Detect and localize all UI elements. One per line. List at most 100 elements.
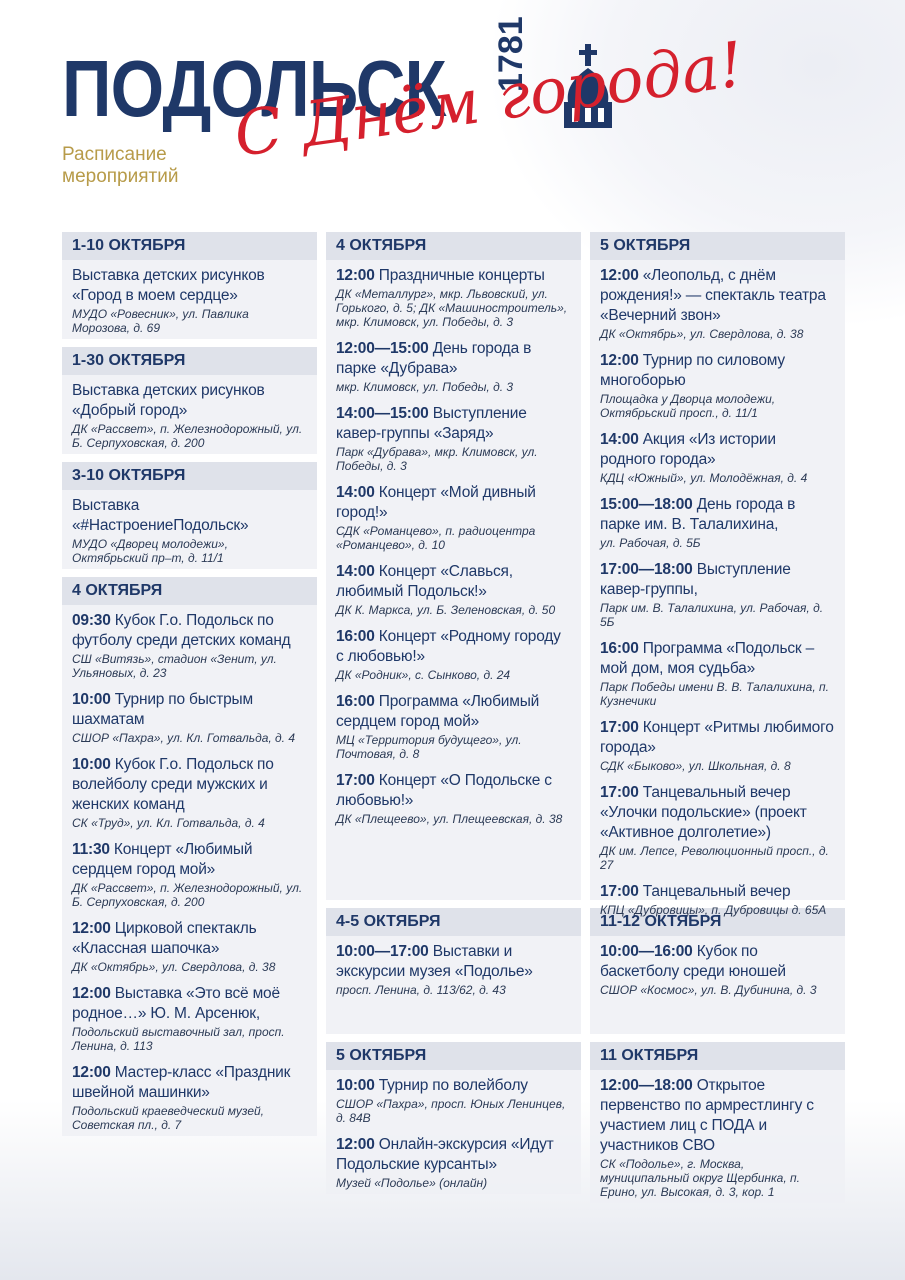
event: 11:30 Концерт «Любимый сердцем город мой… [62, 834, 317, 913]
event-place: ул. Рабочая, д. 5Б [600, 536, 701, 550]
event-title: Праздничные концерты [378, 267, 545, 284]
event: 12:00 Мастер-класс «Праздник швейной маш… [62, 1057, 317, 1136]
event-line: 12:00 Цирковой спектакль «Классная шапоч… [72, 919, 307, 959]
day-section: 11-12 ОКТЯБРЯ 10:00—16:00 Кубок по баскет… [590, 908, 845, 1034]
event-place: ДК К. Маркса, ул. Б. Зеленовская, д. 50 [336, 603, 556, 617]
day-heading: 5 ОКТЯБРЯ [326, 1042, 581, 1070]
event-title: Выставка «Это всё моё родное…» Ю. М. Арс… [72, 985, 280, 1022]
day-heading: 4 ОКТЯБРЯ [326, 232, 581, 260]
event: 10:00 Турнир по быстрым шахматам СШОР «Па… [62, 684, 317, 749]
event: 17:00 Танцевальный вечер «Улочки подольс… [590, 777, 845, 876]
day-heading: 5 ОКТЯБРЯ [590, 232, 845, 260]
event-place: СШОР «Пахра», просп. Юных Ленинцев, д. 8… [336, 1097, 566, 1125]
event-time: 14:00 [336, 484, 375, 501]
event-time: 12:00—15:00 [336, 340, 429, 357]
column: 4 ОКТЯБРЯ 12:00 Праздничные концерты ДК «М… [326, 232, 581, 1202]
event-place: СШОР «Космос», ул. В. Дубинина, д. 3 [600, 983, 817, 997]
event-line: 10:00—16:00 Кубок по баскетболу среди юн… [600, 942, 835, 982]
event-place: ДК «Родник», с. Сынково, д. 24 [336, 668, 511, 682]
event-title: Онлайн-экскурсия «Идут Подольские курсан… [336, 1136, 554, 1173]
event-title: Концерт «Мой дивный город!» [336, 484, 536, 521]
event-time: 16:00 [600, 640, 639, 657]
day-heading: 4-5 ОКТЯБРЯ [326, 908, 581, 936]
event-place: СК «Подолье», г. Москва, муниципальный о… [600, 1157, 800, 1199]
event-title: Цирковой спектакль «Классная шапочка» [72, 920, 257, 957]
event-line: 10:00 Турнир по волейболу [336, 1076, 571, 1096]
event-place: Площадка у Дворца молодежи, Октябрьский … [600, 392, 776, 420]
event-place: ДК «Рассвет», п. Железнодорожный, ул. Б.… [72, 881, 303, 909]
event-line: 14:00 Концерт «Мой дивный город!» [336, 483, 571, 523]
event-line: 11:30 Концерт «Любимый сердцем город мой… [72, 840, 307, 880]
event-title: Выставка детских рисунков «Город в моем … [72, 267, 265, 304]
event-place: Парк Победы имени В. В. Талалихина, п. К… [600, 680, 829, 708]
event-time: 12:00—18:00 [600, 1077, 693, 1094]
event-line: 17:00 Танцевальный вечер [600, 882, 835, 902]
day-section: 1-30 ОКТЯБРЯ Выставка детских рисунков «Д… [62, 347, 317, 454]
event-place: МУДО «Дворец молодежи», Октябрьский пр–т… [72, 537, 228, 565]
event: 10:00—16:00 Кубок по баскетболу среди юн… [590, 936, 845, 1001]
event-place: Парк «Дубрава», мкр. Климовск, ул. Побед… [336, 445, 538, 473]
event-line: 12:00 Онлайн-экскурсия «Идут Подольские … [336, 1135, 571, 1175]
event-time: 16:00 [336, 628, 375, 645]
event-place: ДК «Октябрь», ул. Свердлова, д. 38 [72, 960, 276, 974]
event-title: Турнир по силовому многоборью [600, 352, 785, 389]
event-title: Выставка «#НастроениеПодольск» [72, 497, 249, 534]
church-icon [564, 44, 612, 128]
title: ПОДОЛЬСК [62, 44, 447, 133]
event-time: 16:00 [336, 693, 375, 710]
event: Выставка детских рисунков «Добрый город»… [62, 375, 317, 454]
event-time: 09:30 [72, 612, 111, 629]
event: 17:00 Концерт «О Подольске с любовью!» ДК… [326, 765, 581, 830]
day-section: 4 ОКТЯБРЯ 09:30 Кубок Г.о. Подольск по фу… [62, 577, 317, 1136]
event-time: 17:00—18:00 [600, 561, 693, 578]
event-title: Выставки и экскурсии музея «Подолье» [336, 943, 533, 980]
event-title: Выступление кавер-группы «Заряд» [336, 405, 527, 442]
event: 12:00 Выставка «Это всё моё родное…» Ю. … [62, 978, 317, 1057]
event-title: Программа «Подольск – мой дом, моя судьб… [600, 640, 815, 677]
event-line: 10:00 Кубок Г.о. Подольск по волейболу с… [72, 755, 307, 815]
event-place: МУДО «Ровесник», ул. Павлика Морозова, д… [72, 307, 249, 335]
event: 10:00 Кубок Г.о. Подольск по волейболу с… [62, 749, 317, 834]
event-place: Парк им. В. Талалихина, ул. Рабочая, д. … [600, 601, 824, 629]
event-time: 17:00 [600, 883, 639, 900]
event-time: 12:00 [72, 920, 111, 937]
event: 14:00 Концерт «Славься, любимый Подольск… [326, 556, 581, 621]
event-line: 12:00 «Леопольд, с днём рождения!» — спе… [600, 266, 835, 326]
event: 12:00 «Леопольд, с днём рождения!» — спе… [590, 260, 845, 345]
event-line: 12:00—18:00 Открытое первенство по армре… [600, 1076, 835, 1156]
event: 12:00 Праздничные концерты ДК «Металлург»… [326, 260, 581, 333]
event-title: Танцевальный вечер «Улочки подольские» (… [600, 784, 807, 841]
event-title: День города в парке «Дубрава» [336, 340, 532, 377]
event-title: Концерт «Родному городу с любовью!» [336, 628, 561, 665]
event-place: ДК «Металлург», мкр. Львовский, ул. Горь… [336, 287, 568, 329]
event-time: 10:00 [72, 691, 111, 708]
event-line: 10:00 Турнир по быстрым шахматам [72, 690, 307, 730]
event-time: 12:00 [336, 1136, 375, 1153]
event-line: 15:00—18:00 День города в парке им. В. Т… [600, 495, 835, 535]
event-time: 11:30 [72, 841, 110, 858]
day-section: 5 ОКТЯБРЯ 12:00 «Леопольд, с днём рождени… [590, 232, 845, 917]
event: 14:00 Концерт «Мой дивный город!» СДК «Ро… [326, 477, 581, 556]
event: 15:00—18:00 День города в парке им. В. Т… [590, 489, 845, 554]
event-line: 14:00—15:00 Выступление кавер-группы «За… [336, 404, 571, 444]
event-title: Акция «Из истории родного города» [600, 431, 776, 468]
event: 12:00 Цирковой спектакль «Классная шапоч… [62, 913, 317, 978]
event-title: Концерт «Любимый сердцем город мой» [72, 841, 253, 878]
day-section: 4 ОКТЯБРЯ 12:00 Праздничные концерты ДК «М… [326, 232, 581, 900]
event-line: Выставка «#НастроениеПодольск» [72, 496, 307, 536]
event-place: СШ «Витязь», стадион «Зенит, ул. Ульянов… [72, 652, 277, 680]
event-time: 12:00 [600, 352, 639, 369]
event-title: Концерт «Славься, любимый Подольск!» [336, 563, 513, 600]
event: 09:30 Кубок Г.о. Подольск по футболу сре… [62, 605, 317, 684]
event: Выставка детских рисунков «Город в моем … [62, 260, 317, 339]
event-line: 17:00 Танцевальный вечер «Улочки подольс… [600, 783, 835, 843]
day-section: 4-5 ОКТЯБРЯ 10:00—17:00 Выставки и экскур… [326, 908, 581, 1034]
event-time: 12:00 [336, 267, 375, 284]
day-section: 5 ОКТЯБРЯ 10:00 Турнир по волейболу СШОР «… [326, 1042, 581, 1194]
event-title: Турнир по быстрым шахматам [72, 691, 253, 728]
event-time: 17:00 [336, 772, 375, 789]
event-title: Танцевальный вечер [642, 883, 791, 900]
event-place: СШОР «Пахра», ул. Кл. Готвальда, д. 4 [72, 731, 296, 745]
event-title: Выставка детских рисунков «Добрый город» [72, 382, 265, 419]
